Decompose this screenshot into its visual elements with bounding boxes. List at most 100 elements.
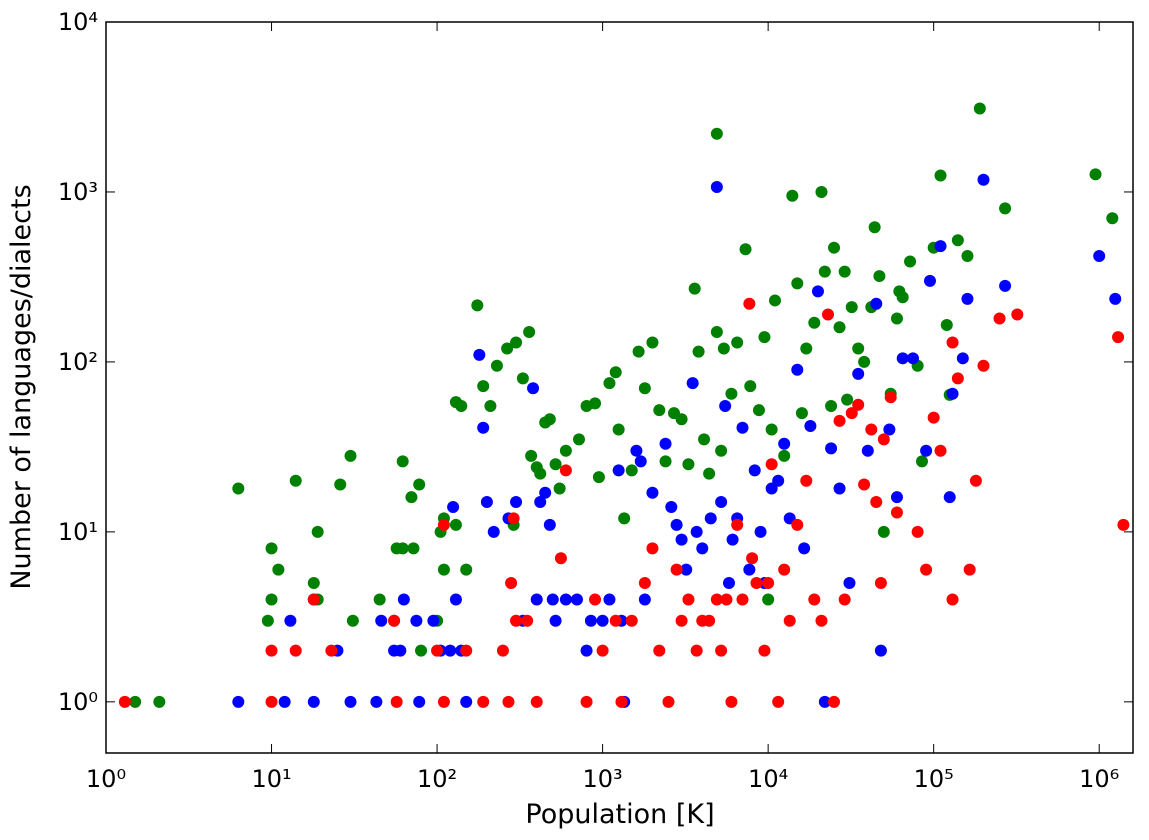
scatter-point (646, 486, 659, 499)
scatter-point (762, 577, 775, 590)
scatter-point (920, 563, 933, 576)
scatter-point (405, 491, 418, 504)
scatter-point (646, 542, 659, 555)
scatter-point (874, 644, 887, 657)
scatter-point (710, 593, 723, 606)
scatter-point (289, 644, 302, 657)
scatter-point (460, 695, 473, 708)
scatter-point (731, 336, 744, 349)
scatter-point (758, 331, 771, 344)
scatter-point (490, 359, 503, 372)
x-tick-label: 10² (417, 765, 457, 793)
scatter-point (946, 336, 959, 349)
scatter-point (698, 433, 711, 446)
scatter-point (703, 614, 716, 627)
scatter-point (963, 563, 976, 576)
scatter-point (828, 241, 841, 254)
scatter-point (272, 563, 285, 576)
scatter-point (670, 563, 683, 576)
scatter-point (690, 644, 703, 657)
scatter-point (692, 345, 705, 358)
scatter-point (1089, 168, 1102, 181)
scatter-point (527, 382, 540, 395)
scatter-point (373, 593, 386, 606)
scatter-point (841, 393, 854, 406)
scatter-point (596, 644, 609, 657)
scatter-point (539, 486, 552, 499)
scatter-point (752, 404, 765, 417)
scatter-point (808, 316, 821, 329)
scatter-point (940, 318, 953, 331)
scatter-point (278, 695, 291, 708)
scatter-point (927, 411, 940, 424)
scatter-point (543, 413, 556, 426)
scatter-point (396, 455, 409, 468)
scatter-point (473, 348, 486, 361)
y-tick-label: 10⁰ (58, 688, 98, 716)
plot-frame (105, 21, 1134, 754)
scatter-point (896, 352, 909, 365)
scatter-point (762, 593, 775, 606)
scatter-point (307, 695, 320, 708)
scatter-point (659, 455, 672, 468)
scatter-point (946, 387, 959, 400)
scatter-point (858, 355, 871, 368)
scatter-point (265, 593, 278, 606)
scatter-point (934, 169, 947, 182)
scatter-point (388, 614, 401, 627)
scatter-point (852, 398, 865, 411)
scatter-point (413, 695, 426, 708)
scatter-point (786, 189, 799, 202)
scatter-point (920, 444, 933, 457)
scatter-point (437, 518, 450, 531)
scatter-point (977, 173, 990, 186)
y-tick-label: 10¹ (58, 518, 98, 546)
scatter-point (549, 458, 562, 471)
scatter-point (265, 644, 278, 657)
scatter-point (744, 380, 757, 393)
scatter-point (559, 464, 572, 477)
scatter-point (873, 270, 886, 283)
scatter-point (634, 455, 647, 468)
scatter-point (934, 444, 947, 457)
scatter-point (768, 294, 781, 307)
scatter-point (725, 695, 738, 708)
scatter-point (690, 525, 703, 538)
scatter-point (1112, 331, 1125, 344)
scatter-point (307, 577, 320, 590)
scatter-point (743, 297, 756, 310)
scatter-point (501, 342, 514, 355)
scatter-point (1106, 212, 1119, 225)
scatter-point (118, 695, 131, 708)
scatter-point (715, 495, 728, 508)
scatter-point (572, 433, 585, 446)
scatter-point (612, 464, 625, 477)
scatter-point (289, 474, 302, 487)
scatter-point (726, 533, 739, 546)
scatter-point (961, 292, 974, 305)
scatter-point (800, 474, 813, 487)
scatter-point (798, 542, 811, 555)
x-tick-label: 10⁴ (748, 765, 788, 793)
scatter-point (852, 342, 865, 355)
scatter-point (1117, 518, 1130, 531)
scatter-point (818, 695, 831, 708)
scatter-point (818, 265, 831, 278)
scatter-point (956, 352, 969, 365)
scatter-point (833, 321, 846, 334)
scatter-point (754, 525, 767, 538)
scatter-point (1011, 308, 1024, 321)
scatter-point (129, 695, 142, 708)
scatter-point (778, 449, 791, 462)
scatter-point (731, 518, 744, 531)
scatter-point (665, 501, 678, 514)
scatter-point (410, 614, 423, 627)
scatter-point (618, 512, 631, 525)
scatter-point (791, 363, 804, 376)
scatter-point (659, 437, 672, 450)
scatter-point (833, 414, 846, 427)
scatter-point (795, 407, 808, 420)
scatter-point (736, 421, 749, 434)
scatter-point (447, 501, 460, 514)
